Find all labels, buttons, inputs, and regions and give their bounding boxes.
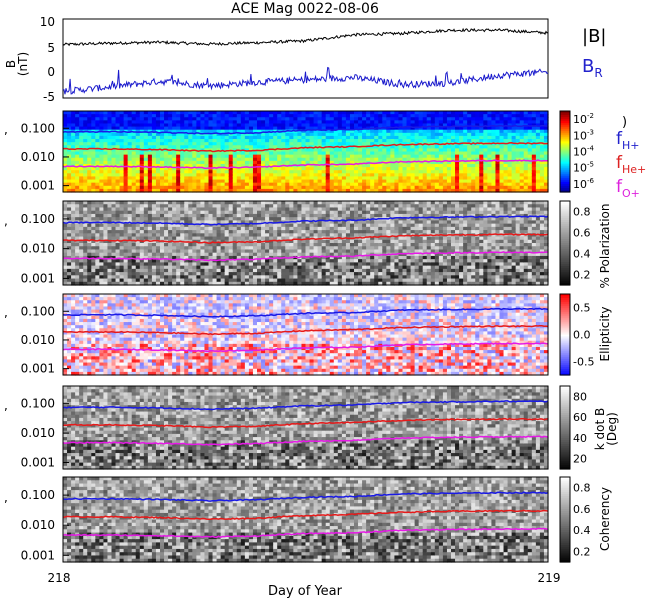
- colorbar-tick-label: 10-4: [573, 145, 595, 159]
- spectrum-panel: 0.100 0.010 0.001, 10-2 10-3 10-4 10-5 10-6: [4, 111, 595, 193]
- mag-yunit: (nT): [16, 52, 30, 76]
- freq-axis-label-fragment: ,: [4, 123, 8, 137]
- freq-tick-label: 0.001: [21, 179, 55, 193]
- freq-tick-label: 0.100: [21, 121, 55, 135]
- mag-tick-minus5: -5: [43, 90, 55, 104]
- mag-tick-5: 5: [47, 41, 55, 55]
- legend-total-b: |B|: [582, 26, 606, 47]
- figure-title: ACE Mag 0022-08-06: [231, 1, 379, 17]
- freq-tick-label: 0.010: [21, 150, 55, 164]
- colorbar-tick-label: 10-2: [573, 112, 594, 126]
- colorbar-tick-label: 10-3: [573, 128, 594, 142]
- mag-tick-10: 10: [40, 15, 55, 29]
- colorbar-tick-label: 10-6: [573, 177, 595, 191]
- legend-radial-b: BR: [582, 56, 603, 80]
- mag-tick-0: 0: [47, 65, 55, 79]
- colorbar-tick-label: 10-5: [573, 161, 594, 175]
